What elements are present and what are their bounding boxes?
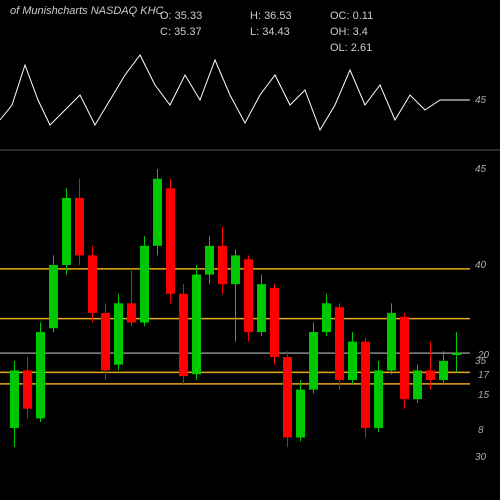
price-axis-label: 45 [475, 164, 486, 175]
sub-chart-axis-label: 45 [475, 95, 486, 106]
secondary-axis-label: 15 [478, 390, 489, 401]
candlestick-main-chart [0, 150, 470, 495]
ohlc-column-2: H: 36.53 L: 34.43 [250, 8, 292, 40]
low-label: L: 34.43 [250, 24, 292, 40]
open-label: O: 35.33 [160, 8, 202, 24]
secondary-axis-label: 8 [478, 425, 484, 436]
ohlc-column-1: O: 35.33 C: 35.37 [160, 8, 202, 40]
secondary-axis-label: 17 [478, 370, 489, 381]
oh-label: OH: 3.4 [330, 24, 373, 40]
chart-title-left: of Munishcharts NASDAQ KHC [10, 5, 163, 17]
oc-label: OC: 0.11 [330, 8, 373, 24]
close-label: C: 35.37 [160, 24, 202, 40]
price-axis-label: 40 [475, 260, 486, 271]
price-axis-label: 30 [475, 452, 486, 463]
high-label: H: 36.53 [250, 8, 292, 24]
secondary-axis-label: 20 [478, 350, 489, 361]
indicator-sub-chart [0, 45, 470, 145]
